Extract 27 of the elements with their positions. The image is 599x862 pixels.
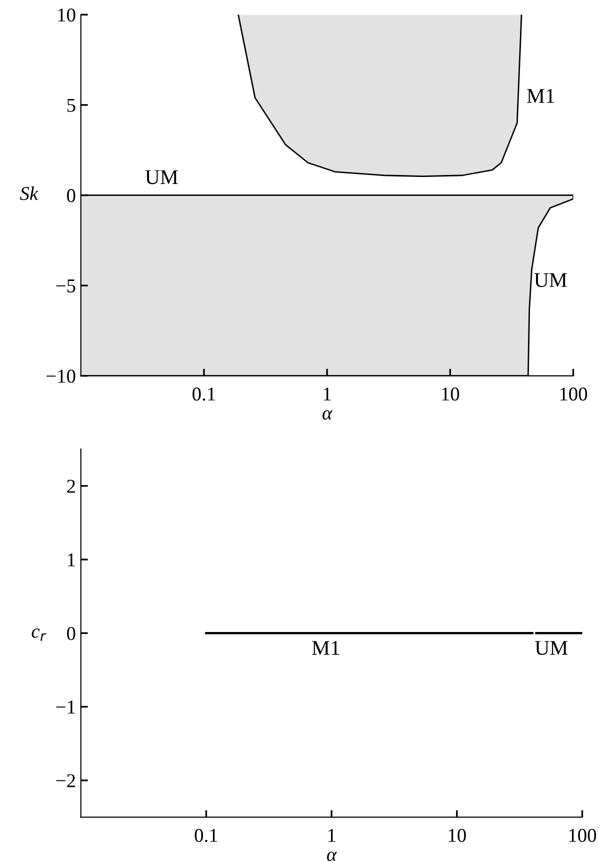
x-axis-title: α [327,852,337,862]
x-tick-label: 1 [324,388,331,400]
x-tick-label: 0.1 [192,388,215,401]
y-tick-label: 0 [67,189,76,202]
x-tick-label: 10 [448,828,466,842]
x-tick-label: 10 [442,388,460,401]
y-tick-label: −2 [56,774,75,788]
y-tick-label: 0 [67,626,76,640]
x-axis-title: α [322,410,332,420]
x-tick-label: 0.1 [194,828,218,842]
y-tick-label: 5 [67,98,76,112]
y-axis-title: c$_{r}$ [32,628,46,641]
y-tick-label: 2 [67,480,75,493]
y-tick-label: 1 [68,553,75,566]
y-axis-title: Sk [20,186,38,200]
y-tick-label: −10 [46,370,76,383]
annotation: UM [534,273,567,288]
annotation: M1 [312,640,340,655]
y-tick-label: −1 [56,700,75,714]
x-tick-label: 100 [560,388,588,401]
annotation: UM [535,641,568,655]
x-tick-label: 100 [569,828,596,842]
annotation: UM [145,170,178,184]
x-tick-label: 1 [328,828,336,842]
annotation: M1 [527,88,554,103]
y-tick-label: 10 [58,8,76,22]
y-tick-label: −5 [56,280,76,292]
